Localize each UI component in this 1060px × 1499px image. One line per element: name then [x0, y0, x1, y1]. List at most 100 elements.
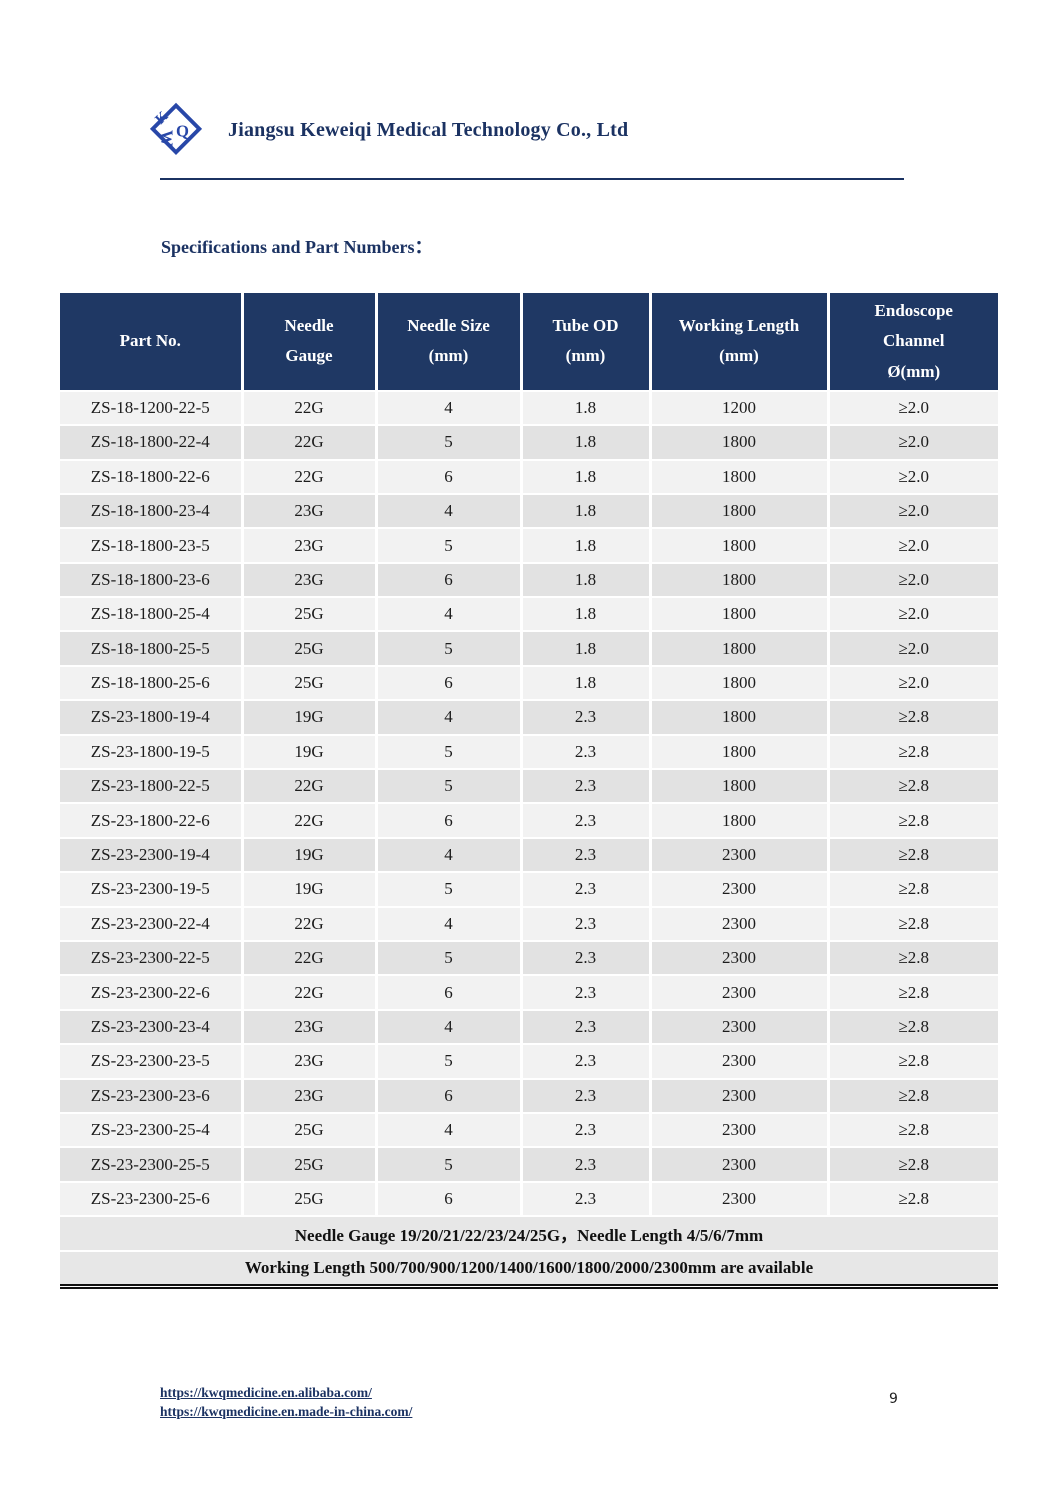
table-row: ZS-23-1800-19-4 19G 4 2.3 1800 ≥2.8	[60, 699, 998, 735]
column-header: Needle Gauge	[240, 293, 376, 391]
table-cell: 1.8	[519, 596, 650, 632]
table-row: ZS-23-2300-25-4 25G 4 2.3 2300 ≥2.8	[60, 1111, 998, 1148]
table-cell: ≥2.8	[826, 1008, 998, 1045]
table-row: ZS-23-2300-23-4 23G 4 2.3 2300 ≥2.8	[60, 1008, 998, 1045]
table-row: ZS-18-1800-22-6 22G 6 1.8 1800 ≥2.0	[60, 458, 998, 494]
table-row: ZS-18-1800-25-4 25G 4 1.8 1800 ≥2.0	[60, 596, 998, 632]
footer-link[interactable]: https://kwqmedicine.en.alibaba.com/	[160, 1385, 372, 1400]
table-cell: 4	[374, 699, 521, 735]
table-cell: 2.3	[519, 1077, 650, 1113]
table-cell: 22G	[240, 424, 376, 460]
table-cell: 19G	[240, 733, 376, 770]
table-row: ZS-23-1800-19-5 19G 5 2.3 1800 ≥2.8	[60, 733, 998, 770]
table-row: ZS-23-1800-22-6 22G 6 2.3 1800 ≥2.8	[60, 802, 998, 838]
page-header: K W Q Jiangsu Keweiqi Medical Technology…	[148, 100, 628, 160]
table-cell: 1800	[648, 596, 828, 632]
table-cell: 2.3	[519, 836, 650, 873]
table-row: ZS-18-1800-23-5 23G 5 1.8 1800 ≥2.0	[60, 527, 998, 563]
table-cell: 19G	[240, 836, 376, 873]
table-cell: ≥2.8	[826, 939, 998, 976]
table-cell: 1800	[648, 458, 828, 494]
footer-links: https://kwqmedicine.en.alibaba.com/https…	[160, 1383, 412, 1421]
table-cell: 4	[374, 492, 521, 529]
table-cell: 1.8	[519, 561, 650, 598]
table-cell: ≥2.8	[826, 905, 998, 941]
table-cell: 1800	[648, 802, 828, 838]
table-row: ZS-23-2300-22-4 22G 4 2.3 2300 ≥2.8	[60, 905, 998, 941]
spec-table: Part No. Needle Gauge Needle Size (mm) Tube O…	[60, 293, 998, 1289]
table-row: ZS-23-2300-25-6 25G 6 2.3 2300 ≥2.8	[60, 1180, 998, 1217]
table-cell: 5	[374, 871, 521, 907]
table-cell: 22G	[240, 768, 376, 804]
table-cell: 23G	[240, 1043, 376, 1079]
table-cell: ZS-23-2300-19-5	[60, 871, 242, 907]
table-cell: 22G	[240, 802, 376, 838]
table-note-row: Working Length 500/700/900/1200/1400/160…	[60, 1250, 998, 1289]
table-cell: ≥2.0	[826, 630, 998, 666]
table-cell: 25G	[240, 596, 376, 632]
table-cell: ZS-23-2300-22-5	[60, 939, 242, 976]
section-title: Specifications and Part Numbers：	[161, 237, 433, 257]
company-logo: K W Q	[148, 100, 204, 160]
table-cell: 19G	[240, 871, 376, 907]
table-cell: 1.8	[519, 389, 650, 426]
table-cell: ≥2.0	[826, 424, 998, 460]
table-cell: ≥2.8	[826, 1146, 998, 1182]
table-cell: ZS-18-1200-22-5	[60, 389, 242, 426]
spec-table-body: ZS-18-1200-22-5 22G 4 1.8 1200 ≥2.0 ZS-18-1800…	[60, 389, 998, 1217]
table-cell: ZS-23-1800-22-5	[60, 768, 242, 804]
table-cell: ≥2.8	[826, 802, 998, 838]
table-note: Working Length 500/700/900/1200/1400/160…	[60, 1250, 998, 1289]
table-cell: 19G	[240, 699, 376, 735]
logo-letter-q: Q	[176, 122, 189, 141]
table-note: Needle Gauge 19/20/21/22/23/24/25G，Needl…	[60, 1215, 998, 1252]
table-cell: 5	[374, 939, 521, 976]
table-cell: ≥2.8	[826, 768, 998, 804]
table-cell: ≥2.0	[826, 458, 998, 494]
page-number: 9	[889, 1391, 898, 1407]
table-cell: 25G	[240, 1146, 376, 1182]
table-cell: ZS-23-1800-19-4	[60, 699, 242, 735]
table-cell: 5	[374, 733, 521, 770]
table-cell: 23G	[240, 561, 376, 598]
footer-link[interactable]: https://kwqmedicine.en.made-in-china.com…	[160, 1404, 413, 1419]
table-cell: 2300	[648, 939, 828, 976]
table-cell: ≥2.0	[826, 561, 998, 598]
table-cell: 5	[374, 768, 521, 804]
column-header: Needle Size (mm)	[374, 293, 521, 391]
table-cell: ≥2.8	[826, 1077, 998, 1113]
table-cell: 2.3	[519, 733, 650, 770]
table-cell: ≥2.8	[826, 871, 998, 907]
table-cell: ZS-18-1800-23-4	[60, 492, 242, 529]
table-cell: 1800	[648, 664, 828, 701]
table-cell: 23G	[240, 1008, 376, 1045]
header-divider	[160, 178, 904, 180]
spec-table-header-row: Part No. Needle Gauge Needle Size (mm) Tube O…	[60, 293, 998, 391]
table-cell: 1.8	[519, 492, 650, 529]
table-cell: ZS-23-2300-23-6	[60, 1077, 242, 1113]
table-cell: ZS-23-2300-22-4	[60, 905, 242, 941]
table-cell: 2.3	[519, 1008, 650, 1045]
table-cell: 2.3	[519, 974, 650, 1010]
table-cell: ZS-23-2300-19-4	[60, 836, 242, 873]
table-cell: 4	[374, 905, 521, 941]
table-cell: ZS-23-2300-25-5	[60, 1146, 242, 1182]
table-cell: 22G	[240, 389, 376, 426]
table-cell: 2.3	[519, 1043, 650, 1079]
table-cell: 25G	[240, 1111, 376, 1148]
table-cell: 2.3	[519, 1146, 650, 1182]
table-cell: 2.3	[519, 1180, 650, 1217]
table-cell: ≥2.0	[826, 596, 998, 632]
table-cell: 6	[374, 664, 521, 701]
table-cell: 1800	[648, 630, 828, 666]
column-header: Endoscope Channel Ø(mm)	[826, 293, 998, 391]
table-cell: 6	[374, 802, 521, 838]
spec-table-notes: Needle Gauge 19/20/21/22/23/24/25G，Needl…	[60, 1215, 998, 1289]
table-row: ZS-18-1800-23-6 23G 6 1.8 1800 ≥2.0	[60, 561, 998, 598]
column-header: Working Length (mm)	[648, 293, 828, 391]
table-cell: 6	[374, 458, 521, 494]
table-cell: ZS-23-2300-22-6	[60, 974, 242, 1010]
table-row: ZS-18-1800-25-6 25G 6 1.8 1800 ≥2.0	[60, 664, 998, 701]
column-header: Tube OD (mm)	[519, 293, 650, 391]
table-cell: 2.3	[519, 1111, 650, 1148]
